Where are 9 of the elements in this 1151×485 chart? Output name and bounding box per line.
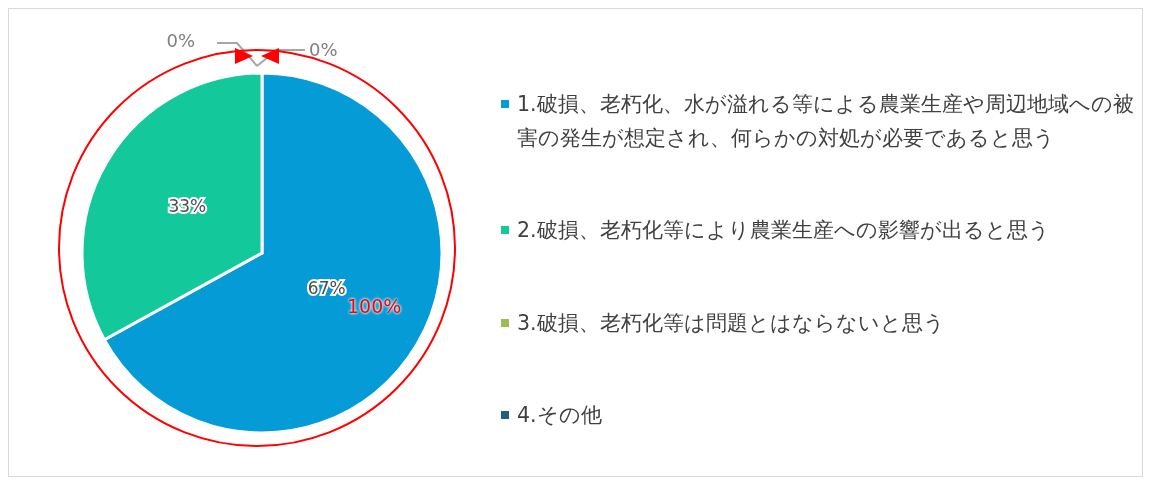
text: 0% [166,30,195,51]
legend-label: 3.破損、老朽化等は問題とはならないと思う [517,309,945,337]
legend-label: 2.破損、老朽化等により農業生産への影響が出ると思う [517,217,1050,245]
legend-label: 4.その他 [517,402,602,429]
data-label: 33% [168,195,207,216]
legend-label: 1.破損、老朽化、水が溢れる等による農業生産や周辺地域への被害の発生が想定され、何らかの対処が必要であると思う [517,91,1135,152]
text: 0% [309,39,338,60]
text: 100% [347,295,402,317]
data-label: 67% [307,278,346,299]
